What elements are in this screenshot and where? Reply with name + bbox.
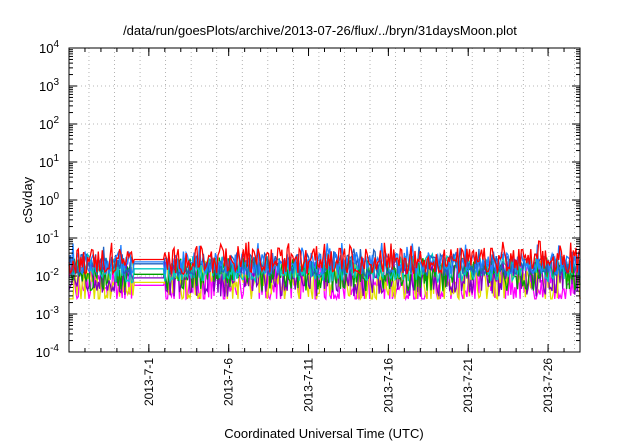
series-group bbox=[68, 240, 581, 302]
series-line bbox=[68, 246, 581, 279]
x-tick-label: 2013-7-1 bbox=[142, 358, 156, 406]
y-tick-exponent: 4 bbox=[53, 39, 59, 50]
series-line bbox=[68, 261, 581, 302]
series-line bbox=[68, 257, 581, 297]
y-tick-label: 101 bbox=[39, 153, 59, 170]
y-tick-base: 10 bbox=[36, 269, 50, 284]
y-tick-label: 10-4 bbox=[36, 343, 60, 360]
y-tick-label: 10-2 bbox=[36, 267, 60, 284]
y-tick-base: 10 bbox=[36, 307, 50, 322]
y-tick-base: 10 bbox=[39, 155, 53, 170]
chart-title: /data/run/goesPlots/archive/2013-07-26/f… bbox=[123, 23, 517, 38]
y-tick-exponent: 3 bbox=[53, 77, 59, 88]
y-tick-label: 10-1 bbox=[36, 229, 60, 246]
y-tick-label: 10-3 bbox=[36, 305, 60, 322]
y-tick-label: 102 bbox=[39, 115, 59, 132]
x-tick-label: 2013-7-6 bbox=[222, 358, 236, 406]
x-tick-label: 2013-7-11 bbox=[302, 358, 316, 412]
y-tick-label: 103 bbox=[39, 77, 59, 94]
y-tick-exponent: 2 bbox=[53, 115, 59, 126]
y-tick-label: 100 bbox=[39, 191, 59, 208]
y-tick-base: 10 bbox=[39, 41, 53, 56]
y-tick-exponent: -3 bbox=[50, 305, 59, 316]
y-tick-exponent: -4 bbox=[50, 343, 59, 354]
x-tick-label: 2013-7-21 bbox=[461, 358, 475, 413]
x-tick-label: 2013-7-16 bbox=[381, 358, 395, 413]
y-tick-base: 10 bbox=[36, 345, 50, 360]
y-tick-base: 10 bbox=[39, 193, 53, 208]
y-tick-exponent: -2 bbox=[50, 267, 59, 278]
y-tick-exponent: 1 bbox=[53, 153, 59, 164]
y-tick-exponent: 0 bbox=[53, 191, 59, 202]
x-axis-ticks: 2013-7-1 2013-7-6 2013-7-11 2013-7-16 2013-7… bbox=[68, 48, 581, 413]
y-tick-base: 10 bbox=[36, 231, 50, 246]
y-tick-base: 10 bbox=[39, 79, 53, 94]
grid-lines bbox=[69, 48, 580, 352]
series-line bbox=[68, 240, 581, 276]
y-tick-exponent: -1 bbox=[50, 229, 59, 240]
y-tick-label: 104 bbox=[39, 39, 59, 56]
x-tick-label: 2013-7-26 bbox=[541, 358, 555, 413]
y-tick-base: 10 bbox=[39, 117, 53, 132]
x-axis-label: Coordinated Universal Time (UTC) bbox=[224, 426, 423, 441]
y-axis-label: cSv/day bbox=[20, 176, 35, 223]
